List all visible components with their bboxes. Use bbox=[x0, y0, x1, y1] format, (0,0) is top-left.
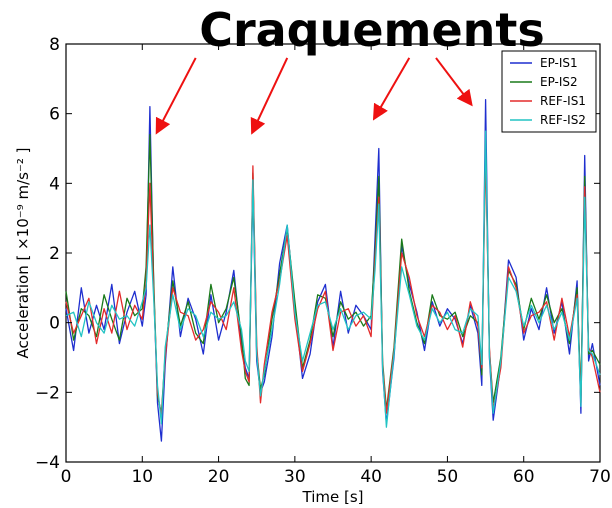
annotation-arrow bbox=[250, 57, 289, 135]
annotation-arrow bbox=[435, 57, 473, 107]
series-layer bbox=[65, 99, 601, 442]
y-tick-label: 0 bbox=[49, 314, 60, 334]
legend-label-ref-is1: REF-IS1 bbox=[540, 94, 586, 108]
y-tick-label: −4 bbox=[35, 453, 60, 473]
x-tick-label: 60 bbox=[513, 467, 535, 487]
legend: EP-IS1 EP-IS2 REF-IS1 REF-IS2 bbox=[501, 50, 597, 133]
series-line-ref-is2 bbox=[65, 130, 601, 428]
annotation-arrow bbox=[155, 57, 197, 135]
x-tick-label: 0 bbox=[61, 467, 72, 487]
x-axis-label: Time [s] bbox=[302, 488, 364, 506]
x-tick-label: 40 bbox=[360, 467, 382, 487]
x-tick-label: 70 bbox=[589, 467, 611, 487]
annotation-arrows bbox=[155, 57, 473, 135]
chart-title: Craquements bbox=[199, 3, 545, 57]
x-tick-label: 30 bbox=[284, 467, 306, 487]
tick-layer: 0 10 20 30 40 50 60 70 −4 −2 0 2 4 6 8 bbox=[35, 35, 611, 487]
legend-label-ep-is1: EP-IS1 bbox=[540, 56, 578, 70]
y-tick-label: 6 bbox=[49, 105, 60, 125]
x-tick-label: 50 bbox=[437, 467, 459, 487]
annotation-arrow bbox=[372, 57, 411, 121]
y-tick-label: 2 bbox=[49, 244, 60, 264]
legend-label-ep-is2: EP-IS2 bbox=[540, 75, 578, 89]
legend-label-ref-is2: REF-IS2 bbox=[540, 113, 586, 127]
x-tick-label: 20 bbox=[208, 467, 230, 487]
legend-box bbox=[501, 50, 597, 133]
y-tick-label: −2 bbox=[35, 383, 60, 403]
x-tick-label: 10 bbox=[131, 467, 153, 487]
y-tick-label: 4 bbox=[49, 174, 60, 194]
y-tick-label: 8 bbox=[49, 35, 60, 55]
y-axis-label: Acceleration [ ×10⁻⁹ m/s⁻² ] bbox=[14, 148, 32, 359]
